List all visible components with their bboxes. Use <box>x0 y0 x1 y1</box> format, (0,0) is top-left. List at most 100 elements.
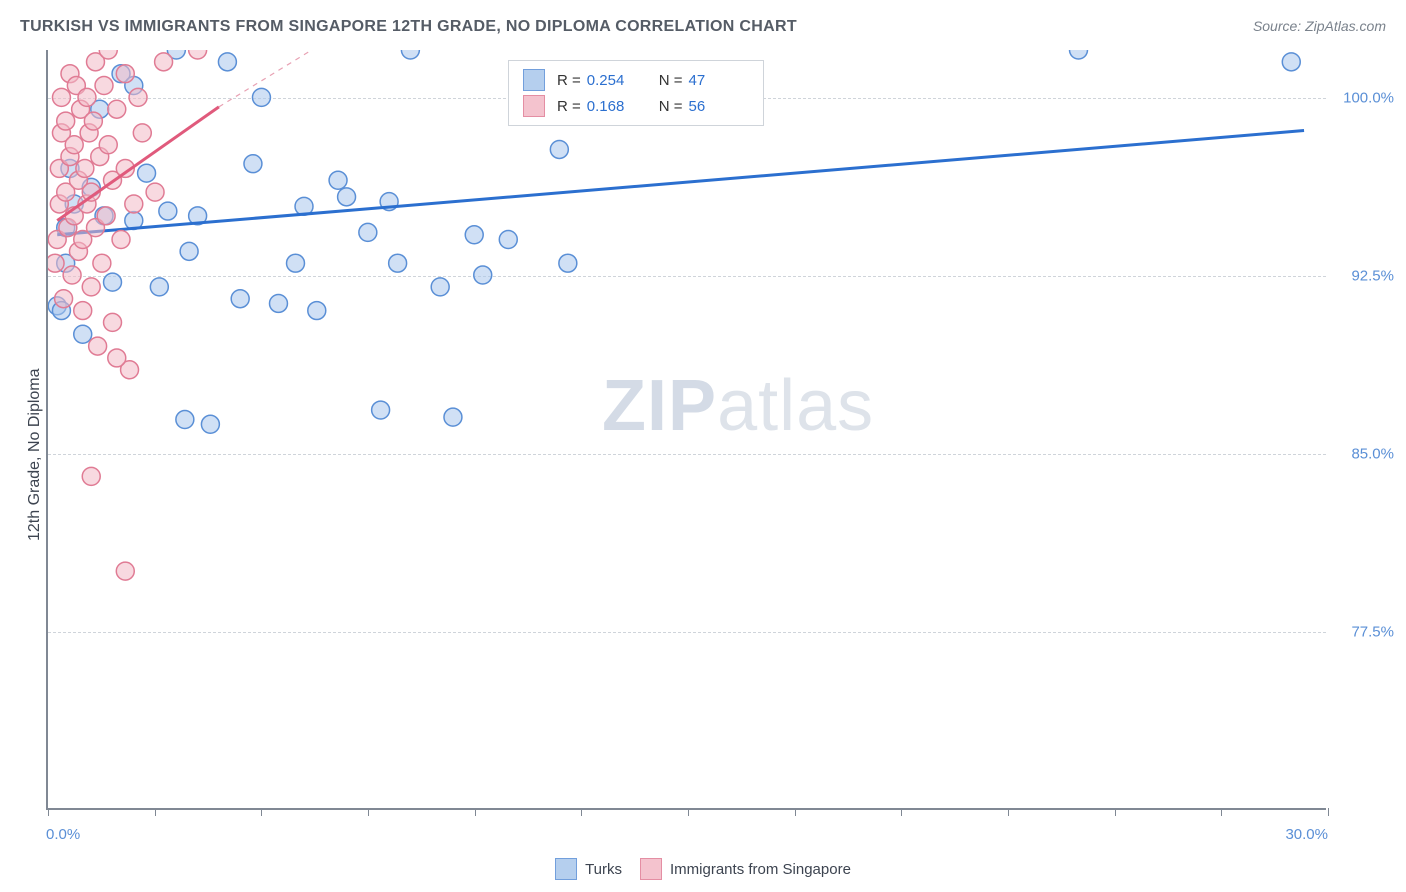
x-tick <box>795 808 796 816</box>
data-point <box>65 195 83 213</box>
legend-n-label: N = <box>659 98 683 115</box>
data-point <box>189 207 207 225</box>
data-point <box>74 325 92 343</box>
legend-swatch <box>523 95 545 117</box>
gridline <box>48 276 1326 277</box>
data-point <box>61 148 79 166</box>
data-point <box>112 65 130 83</box>
data-point <box>69 171 87 189</box>
data-point <box>57 219 75 237</box>
data-point <box>48 254 64 272</box>
data-point <box>125 212 143 230</box>
gridline <box>48 454 1326 455</box>
data-point <box>82 467 100 485</box>
watermark-zip: ZIP <box>602 366 717 446</box>
data-point <box>389 254 407 272</box>
data-point <box>57 254 75 272</box>
data-point <box>97 207 115 225</box>
data-point <box>50 195 68 213</box>
data-point <box>91 100 109 118</box>
x-tick <box>1008 808 1009 816</box>
data-point <box>146 183 164 201</box>
legend-row: R = 0.168 N = 56 <box>523 93 749 119</box>
data-point <box>104 171 122 189</box>
data-point <box>65 207 83 225</box>
data-point <box>308 302 326 320</box>
legend-swatch <box>523 69 545 91</box>
data-point <box>48 231 66 249</box>
x-tick <box>901 808 902 816</box>
data-point <box>550 141 568 159</box>
legend-row: R = 0.254 N = 47 <box>523 67 749 93</box>
data-point <box>287 254 305 272</box>
x-tick <box>475 808 476 816</box>
data-point <box>359 223 377 241</box>
data-point <box>87 219 105 237</box>
y-axis-label: 12th Grade, No Diploma <box>26 368 44 541</box>
x-tick <box>155 808 156 816</box>
data-point <box>155 53 173 71</box>
data-point <box>138 164 156 182</box>
data-point <box>338 188 356 206</box>
data-point <box>159 202 177 220</box>
data-point <box>104 313 122 331</box>
data-point <box>1282 53 1300 71</box>
data-point <box>48 297 66 315</box>
x-tick <box>1115 808 1116 816</box>
legend-n-value: 56 <box>689 98 735 115</box>
data-point <box>55 290 73 308</box>
data-point <box>59 219 77 237</box>
x-tick <box>581 808 582 816</box>
data-point <box>1070 50 1088 59</box>
x-tick <box>368 808 369 816</box>
y-tick-label: 100.0% <box>1343 89 1394 106</box>
data-point <box>116 562 134 580</box>
data-point <box>69 242 87 260</box>
legend-label: Immigrants from Singapore <box>670 861 851 878</box>
data-point <box>116 159 134 177</box>
data-point <box>99 50 117 59</box>
scatter-chart: ZIPatlas 77.5%85.0%92.5%100.0% <box>46 50 1326 810</box>
data-point <box>52 302 70 320</box>
data-point <box>201 415 219 433</box>
data-point <box>116 65 134 83</box>
legend-r-label: R = <box>557 72 581 89</box>
x-tick <box>261 808 262 816</box>
x-tick <box>688 808 689 816</box>
data-point <box>133 124 151 142</box>
legend-n-value: 47 <box>689 72 735 89</box>
data-point <box>72 100 90 118</box>
data-point <box>74 302 92 320</box>
data-point <box>180 242 198 260</box>
data-point <box>91 148 109 166</box>
data-point <box>559 254 577 272</box>
data-point <box>112 231 130 249</box>
gridline <box>48 632 1326 633</box>
legend-r-value: 0.254 <box>587 72 633 89</box>
data-point <box>150 278 168 296</box>
data-point <box>167 50 185 59</box>
y-tick-label: 92.5% <box>1351 267 1394 284</box>
legend-swatch <box>555 858 577 880</box>
source-attribution: Source: ZipAtlas.com <box>1253 18 1386 34</box>
data-point <box>80 124 98 142</box>
data-point <box>74 231 92 249</box>
data-point <box>95 207 113 225</box>
data-point <box>82 278 100 296</box>
data-point <box>465 226 483 244</box>
legend-item: Turks <box>555 858 622 880</box>
x-axis-max-label: 30.0% <box>1285 826 1328 843</box>
data-point <box>176 411 194 429</box>
data-point <box>295 197 313 215</box>
chart-title: TURKISH VS IMMIGRANTS FROM SINGAPORE 12T… <box>20 18 797 36</box>
data-point <box>189 50 207 59</box>
data-point <box>329 171 347 189</box>
legend-r-label: R = <box>557 98 581 115</box>
legend-r-value: 0.168 <box>587 98 633 115</box>
data-point <box>270 294 288 312</box>
data-point <box>57 183 75 201</box>
trend-line <box>57 131 1304 235</box>
x-tick <box>1221 808 1222 816</box>
data-point <box>372 401 390 419</box>
data-point <box>65 136 83 154</box>
